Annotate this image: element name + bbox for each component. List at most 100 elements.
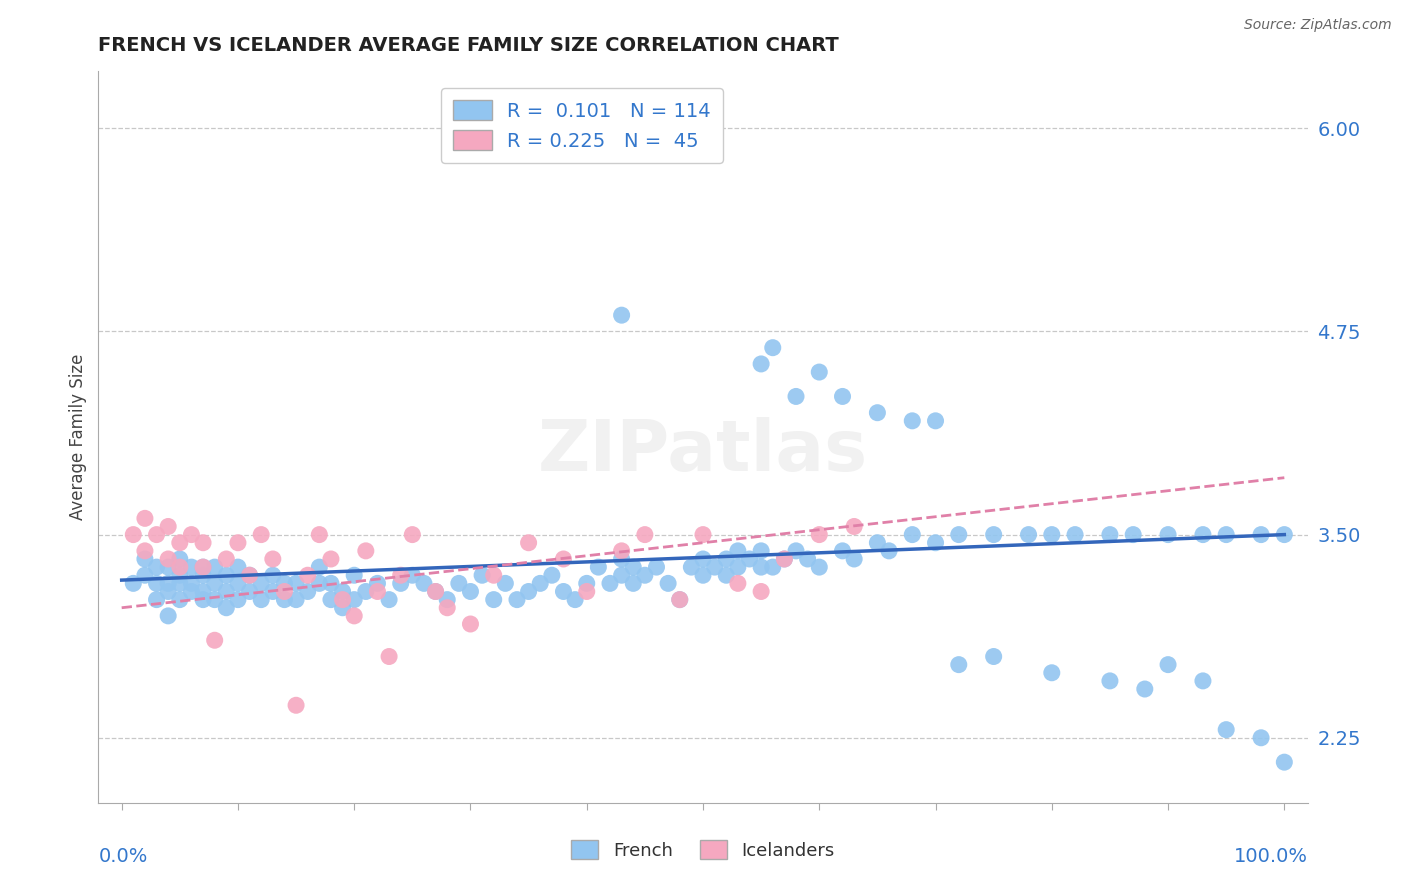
Point — [1064, 527, 1087, 541]
Point — [447, 576, 470, 591]
Point — [425, 584, 447, 599]
Point — [354, 544, 377, 558]
Point — [145, 527, 167, 541]
Point — [413, 576, 436, 591]
Point — [226, 592, 249, 607]
Point — [517, 584, 540, 599]
Point — [692, 552, 714, 566]
Point — [1215, 527, 1237, 541]
Point — [610, 552, 633, 566]
Point — [366, 576, 388, 591]
Point — [285, 592, 308, 607]
Point — [529, 576, 551, 591]
Point — [844, 552, 866, 566]
Point — [354, 584, 377, 599]
Point — [808, 527, 831, 541]
Point — [983, 527, 1005, 541]
Point — [727, 576, 749, 591]
Point — [621, 576, 644, 591]
Point — [716, 552, 738, 566]
Point — [145, 560, 167, 574]
Point — [169, 560, 191, 574]
Point — [749, 357, 772, 371]
Point — [226, 560, 249, 574]
Point — [668, 592, 690, 607]
Point — [436, 600, 458, 615]
Point — [610, 544, 633, 558]
Point — [1040, 527, 1063, 541]
Point — [343, 568, 366, 582]
Point — [564, 592, 586, 607]
Point — [134, 511, 156, 525]
Point — [285, 698, 308, 713]
Point — [1018, 527, 1040, 541]
Point — [610, 308, 633, 322]
Point — [215, 568, 238, 582]
Point — [796, 552, 818, 566]
Point — [785, 389, 807, 403]
Point — [134, 568, 156, 582]
Point — [1250, 527, 1272, 541]
Point — [692, 527, 714, 541]
Point — [785, 544, 807, 558]
Point — [1098, 673, 1121, 688]
Point — [332, 600, 354, 615]
Point — [494, 576, 516, 591]
Point — [169, 592, 191, 607]
Point — [1272, 527, 1295, 541]
Point — [692, 145, 714, 160]
Point — [191, 568, 214, 582]
Point — [389, 576, 412, 591]
Point — [297, 584, 319, 599]
Point — [134, 552, 156, 566]
Point — [308, 560, 330, 574]
Point — [145, 592, 167, 607]
Point — [273, 576, 295, 591]
Point — [204, 592, 226, 607]
Point — [681, 560, 703, 574]
Point — [157, 584, 180, 599]
Point — [553, 552, 575, 566]
Point — [762, 560, 785, 574]
Point — [866, 406, 889, 420]
Point — [460, 584, 482, 599]
Point — [831, 389, 853, 403]
Point — [948, 657, 970, 672]
Point — [226, 535, 249, 549]
Point — [122, 576, 145, 591]
Point — [157, 560, 180, 574]
Point — [157, 552, 180, 566]
Point — [191, 592, 214, 607]
Point — [436, 592, 458, 607]
Point — [239, 568, 262, 582]
Point — [262, 568, 284, 582]
Point — [145, 576, 167, 591]
Point — [319, 576, 342, 591]
Point — [180, 584, 202, 599]
Point — [482, 592, 505, 607]
Point — [1040, 665, 1063, 680]
Point — [366, 584, 388, 599]
Point — [273, 584, 295, 599]
Point — [924, 414, 946, 428]
Point — [877, 544, 900, 558]
Point — [506, 592, 529, 607]
Point — [692, 568, 714, 582]
Point — [215, 600, 238, 615]
Point — [727, 544, 749, 558]
Point — [250, 592, 273, 607]
Point — [180, 560, 202, 574]
Point — [204, 576, 226, 591]
Point — [180, 527, 202, 541]
Point — [273, 592, 295, 607]
Point — [169, 576, 191, 591]
Point — [308, 576, 330, 591]
Text: Source: ZipAtlas.com: Source: ZipAtlas.com — [1244, 18, 1392, 32]
Point — [191, 560, 214, 574]
Point — [332, 584, 354, 599]
Point — [1215, 723, 1237, 737]
Point — [262, 552, 284, 566]
Point — [250, 527, 273, 541]
Point — [180, 576, 202, 591]
Point — [668, 592, 690, 607]
